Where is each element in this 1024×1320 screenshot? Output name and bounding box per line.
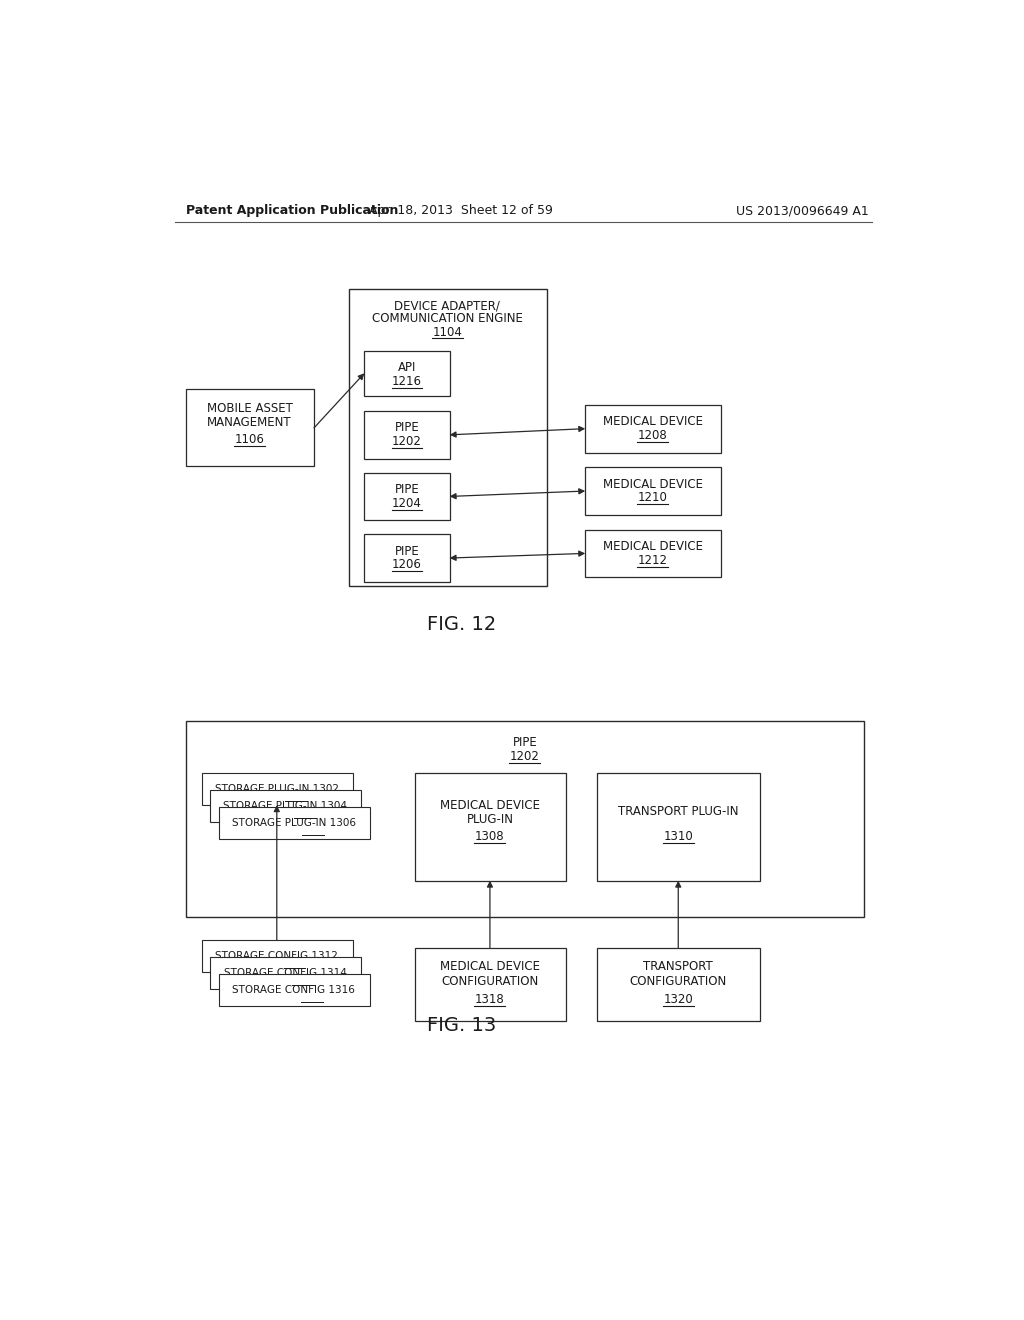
Bar: [597, 774, 760, 880]
Bar: [586, 467, 721, 515]
Text: MEDICAL DEVICE: MEDICAL DEVICE: [440, 961, 540, 973]
Text: Patent Application Publication: Patent Application Publication: [186, 205, 398, 218]
Bar: [202, 774, 352, 805]
Text: PIPE: PIPE: [394, 483, 420, 496]
Text: API: API: [397, 362, 416, 375]
Text: MEDICAL DEVICE: MEDICAL DEVICE: [603, 416, 702, 428]
Text: 1310: 1310: [664, 829, 693, 842]
Bar: [415, 948, 566, 1020]
Bar: [365, 411, 450, 459]
Text: 1318: 1318: [475, 993, 505, 1006]
Text: MEDICAL DEVICE: MEDICAL DEVICE: [603, 540, 702, 553]
Text: MANAGEMENT: MANAGEMENT: [208, 416, 292, 429]
Bar: [586, 529, 721, 577]
Bar: [365, 351, 450, 396]
Bar: [219, 974, 370, 1006]
Text: MOBILE ASSET: MOBILE ASSET: [207, 403, 293, 416]
Bar: [210, 789, 361, 822]
Text: FIG. 13: FIG. 13: [427, 1016, 496, 1035]
Text: PLUG-IN: PLUG-IN: [466, 813, 513, 825]
Text: TRANSPORT: TRANSPORT: [643, 961, 713, 973]
Text: FIG. 12: FIG. 12: [427, 615, 496, 634]
Bar: [365, 473, 450, 520]
Text: TRANSPORT PLUG-IN: TRANSPORT PLUG-IN: [618, 805, 738, 818]
Text: PIPE: PIPE: [394, 545, 420, 557]
Text: 1210: 1210: [638, 491, 668, 504]
Text: STORAGE PLUG-IN 1306: STORAGE PLUG-IN 1306: [231, 818, 356, 828]
Bar: [186, 389, 314, 466]
Bar: [219, 807, 370, 840]
Text: 1212: 1212: [638, 554, 668, 566]
Bar: [597, 948, 760, 1020]
Text: CONFIGURATION: CONFIGURATION: [441, 975, 539, 989]
Bar: [415, 774, 566, 880]
Text: PIPE: PIPE: [394, 421, 420, 434]
Text: PIPE: PIPE: [512, 735, 538, 748]
Text: 1202: 1202: [392, 436, 422, 449]
Text: 1104: 1104: [432, 326, 462, 339]
Text: 1202: 1202: [510, 750, 540, 763]
Bar: [365, 535, 450, 582]
Bar: [186, 721, 864, 917]
Text: 1216: 1216: [392, 375, 422, 388]
Text: MEDICAL DEVICE: MEDICAL DEVICE: [440, 799, 540, 812]
Text: 1206: 1206: [392, 558, 422, 572]
Text: STORAGE PLUG-IN 1302: STORAGE PLUG-IN 1302: [215, 784, 339, 795]
Bar: [349, 289, 547, 586]
Text: 1204: 1204: [392, 496, 422, 510]
Text: US 2013/0096649 A1: US 2013/0096649 A1: [736, 205, 868, 218]
Text: STORAGE CONFIG 1314: STORAGE CONFIG 1314: [224, 968, 347, 978]
Text: DEVICE ADAPTER/: DEVICE ADAPTER/: [394, 300, 501, 313]
Text: MEDICAL DEVICE: MEDICAL DEVICE: [603, 478, 702, 491]
Text: STORAGE CONFIG 1312: STORAGE CONFIG 1312: [215, 952, 338, 961]
Text: STORAGE PLUG-IN 1304: STORAGE PLUG-IN 1304: [223, 801, 347, 810]
Text: COMMUNICATION ENGINE: COMMUNICATION ENGINE: [372, 312, 522, 325]
Text: STORAGE CONFIG 1316: STORAGE CONFIG 1316: [232, 985, 355, 995]
Text: 1106: 1106: [234, 433, 264, 446]
Text: CONFIGURATION: CONFIGURATION: [630, 975, 727, 989]
Bar: [210, 957, 361, 989]
Text: Apr. 18, 2013  Sheet 12 of 59: Apr. 18, 2013 Sheet 12 of 59: [370, 205, 553, 218]
Text: 1208: 1208: [638, 429, 668, 442]
Bar: [202, 940, 352, 973]
Bar: [586, 405, 721, 453]
Text: 1320: 1320: [664, 993, 693, 1006]
Text: 1308: 1308: [475, 829, 505, 842]
